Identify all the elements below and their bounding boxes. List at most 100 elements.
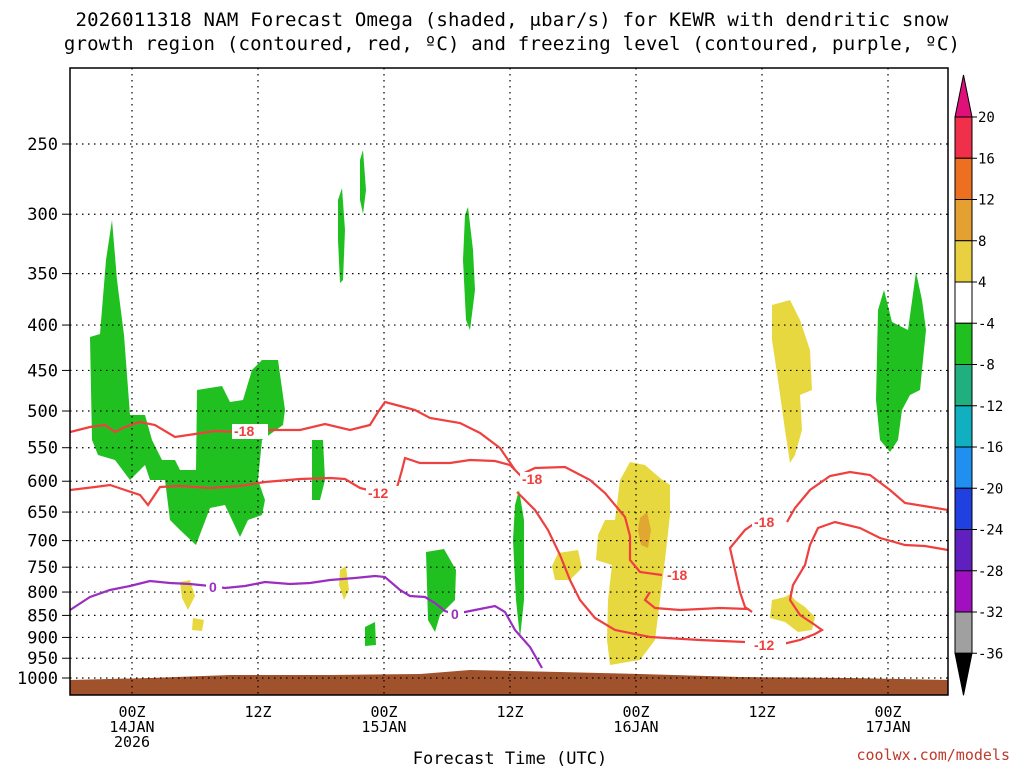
y-tick-label: 700 <box>27 532 58 552</box>
colorbar-segment <box>954 281 973 324</box>
omega-region <box>338 188 345 283</box>
contour-label: -18 <box>754 514 774 530</box>
terrain-ground <box>70 670 948 695</box>
plot-frame <box>69 67 949 696</box>
snow-growth-contour <box>643 522 756 613</box>
omega-region <box>180 580 195 610</box>
colorbar-segment <box>954 611 973 654</box>
y-tick-label: 300 <box>27 205 58 225</box>
contour-label: -18 <box>234 423 254 439</box>
omega-shading <box>90 150 926 665</box>
x-tick-label: 2026 <box>114 733 150 751</box>
colorbar-segment <box>954 199 973 242</box>
x-tick-label: 00Z <box>622 703 649 721</box>
omega-region <box>90 220 285 545</box>
y-tick-label: 250 <box>27 135 58 155</box>
colorbar-label: -20 <box>978 481 1003 497</box>
y-tick-label: 400 <box>27 316 58 336</box>
contour-label: -12 <box>754 637 774 653</box>
contour-label: 0 <box>451 606 459 622</box>
omega-region <box>772 300 812 463</box>
y-tick-label: 500 <box>27 402 58 422</box>
colorbar-bottom-arrow <box>954 652 973 696</box>
contour-label: -18 <box>522 471 542 487</box>
chart-title-line2: growth region (contoured, red, ºC) and f… <box>63 33 961 55</box>
y-tick-label: 550 <box>27 439 58 459</box>
colorbar-segment <box>954 487 973 530</box>
omega-region <box>192 618 204 631</box>
x-tick-label: 00Z <box>370 703 397 721</box>
omega-region <box>552 550 582 580</box>
omega-region <box>770 594 815 632</box>
y-axis-labels: 2503003504004505005506006507007508008509… <box>17 135 58 689</box>
freezing-level-contour <box>70 574 543 669</box>
omega-region <box>360 150 366 214</box>
x-tick-label: 12Z <box>244 703 271 721</box>
snow-growth-contours <box>70 400 948 646</box>
omega-region <box>339 566 349 600</box>
colorbar-segment <box>954 446 973 489</box>
x-tick-label: 17JAN <box>865 718 910 736</box>
colorbar-segment <box>954 240 973 283</box>
colorbar-label: 20 <box>978 110 995 126</box>
y-tick-label: 950 <box>27 649 58 669</box>
y-tick-label: 650 <box>27 503 58 523</box>
x-tick-label: 12Z <box>748 703 775 721</box>
omega-upward-regions <box>90 150 926 646</box>
omega-region <box>463 207 475 330</box>
snow-growth-contour <box>70 400 516 471</box>
snow-growth-contour <box>70 476 373 507</box>
contour-label: 0 <box>209 579 217 595</box>
snow-growth-contour <box>786 470 948 523</box>
colorbar-segment <box>954 405 973 448</box>
vertical-grid <box>131 68 889 695</box>
x-axis-title: Forecast Time (UTC) <box>413 749 607 768</box>
x-tick-label: 12Z <box>496 703 523 721</box>
colorbar-segment <box>954 322 973 365</box>
colorbar-segment <box>954 570 973 613</box>
colorbar-label: 4 <box>978 275 986 291</box>
colorbar-label: 16 <box>978 151 995 167</box>
y-tick-label: 900 <box>27 628 58 648</box>
colorbar-segment <box>954 157 973 200</box>
omega-region <box>312 440 325 500</box>
y-tick-label: 850 <box>27 606 58 626</box>
colorbar-label: -16 <box>978 440 1003 456</box>
x-tick-label: 15JAN <box>361 718 406 736</box>
colorbar-segment <box>954 116 973 159</box>
omega-region <box>365 622 376 646</box>
colorbar-label: 12 <box>978 193 995 209</box>
omega-downward-regions <box>180 300 815 665</box>
snow-growth-contour <box>782 520 948 646</box>
snow-growth-contour <box>516 491 746 644</box>
y-tick-label: 800 <box>27 583 58 603</box>
colorbar-label: -24 <box>978 523 1003 539</box>
colorbar-label: 8 <box>978 234 986 250</box>
colorbar: 20 16 12 8 4 -4 -8 -12 -16 -20 -24 -28 -32 -36 <box>954 74 1003 696</box>
omega-region <box>876 272 926 452</box>
colorbar-segment <box>954 529 973 572</box>
credit-label: coolwx.com/models <box>856 746 1010 764</box>
colorbar-label: -32 <box>978 605 1003 621</box>
colorbar-label: -4 <box>978 316 995 332</box>
colorbar-segment <box>954 364 973 407</box>
y-tick-label: 600 <box>27 472 58 492</box>
x-tick-label: 14JAN <box>109 718 154 736</box>
chart-title-line1: 2026011318 NAM Forecast Omega (shaded, μ… <box>75 9 949 31</box>
y-tick-label: 750 <box>27 558 58 578</box>
colorbar-label: -28 <box>978 564 1003 580</box>
contour-labels: -18 -12 -18 -18 -18 -12 0 0 <box>206 423 786 653</box>
y-tick-label: 450 <box>27 361 58 381</box>
y-tick-label: 1000 <box>17 669 58 689</box>
omega-region <box>426 549 456 632</box>
colorbar-label: -36 <box>978 646 1003 662</box>
contour-label: -12 <box>368 485 388 501</box>
contour-label: -18 <box>667 567 687 583</box>
colorbar-label: -12 <box>978 399 1003 415</box>
x-tick-label: 00Z <box>118 703 145 721</box>
omega-region <box>513 490 524 638</box>
y-tick-label: 350 <box>27 265 58 285</box>
colorbar-label: -8 <box>978 358 995 374</box>
